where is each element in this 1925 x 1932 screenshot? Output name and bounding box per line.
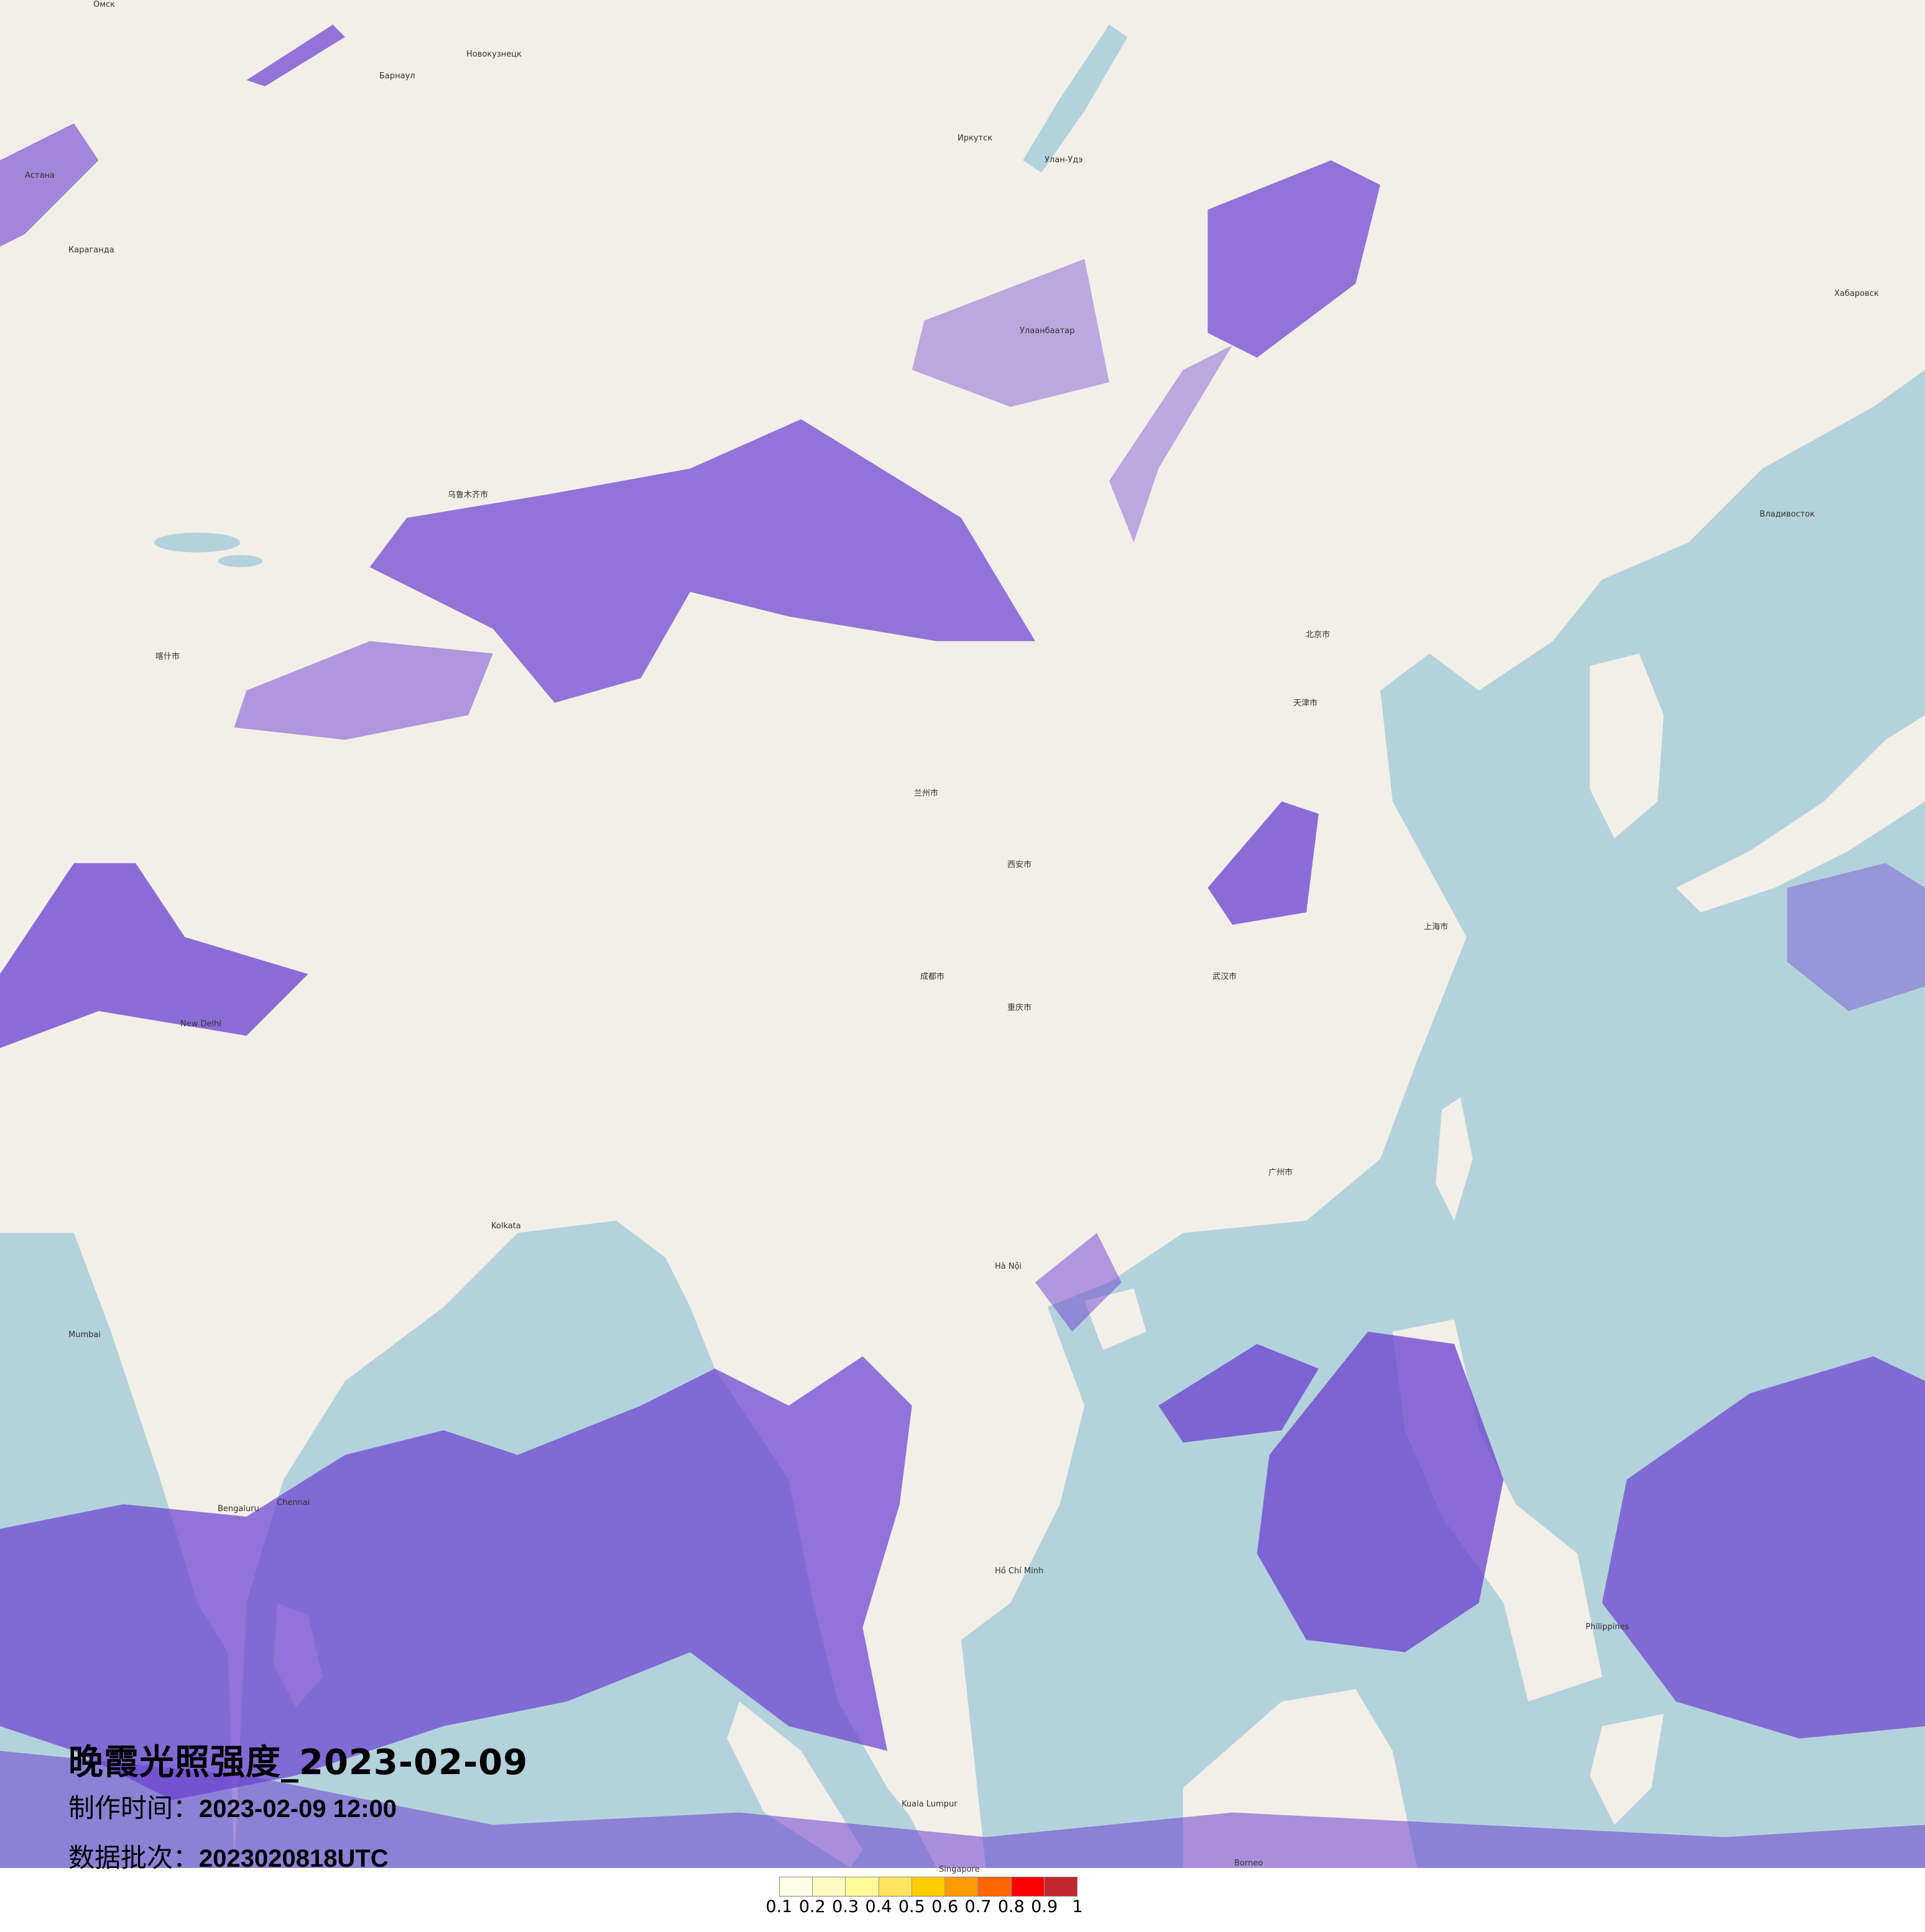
data-batch: 数据批次：2023020818UTC — [68, 1837, 389, 1875]
place-label: 天津市 — [1293, 699, 1318, 708]
overlay-patch — [1109, 345, 1233, 543]
legend-tick-label: 1 — [1072, 1897, 1083, 1916]
overlay-patch — [1158, 1344, 1319, 1443]
lake-balkhash — [154, 532, 241, 553]
lake-issyk-kul — [218, 554, 263, 568]
overlay-patch — [1207, 160, 1380, 358]
production-time-label: 制作时间： — [68, 1793, 200, 1823]
place-label: Hồ Chí Minh — [995, 1566, 1044, 1576]
place-label: New Delhi — [180, 1019, 221, 1029]
overlay-patch — [1207, 801, 1319, 925]
overlay-patch — [0, 1356, 912, 1800]
place-label: Mumbai — [68, 1330, 101, 1340]
place-label: 成都市 — [920, 972, 945, 982]
overlay-patch — [0, 1750, 1925, 1868]
place-label: 上海市 — [1424, 922, 1449, 932]
japan — [1676, 715, 1925, 913]
place-label: Улаанбаатар — [1020, 326, 1075, 336]
place-label: Singapore — [939, 1865, 980, 1874]
legend-swatch — [1011, 1877, 1045, 1896]
legend-tick-label: 0.1 — [765, 1897, 793, 1916]
place-label: 广州市 — [1268, 1168, 1293, 1177]
legend-swatch — [1044, 1877, 1077, 1896]
legend-swatch — [912, 1877, 946, 1896]
place-label: 武汉市 — [1212, 972, 1237, 982]
place-label: Новокузнецк — [466, 50, 522, 59]
data-batch-label: 数据批次： — [68, 1842, 200, 1873]
base-map[interactable] — [0, 0, 1925, 1868]
place-label: 乌鲁木齐市 — [448, 490, 489, 500]
place-label: Барнаул — [379, 71, 415, 81]
lake-baikal — [1023, 24, 1128, 173]
legend-swatch — [879, 1877, 912, 1896]
overlay-patch — [246, 24, 345, 86]
legend-ticks: 0.1 0.2 0.3 0.4 0.5 0.6 0.7 0.8 0.9 1 — [766, 1897, 1163, 1922]
legend-swatch — [813, 1877, 846, 1896]
place-label: Bengaluru — [218, 1504, 259, 1514]
legend-tick-label: 0.2 — [798, 1897, 826, 1916]
overlay-patch — [1035, 1233, 1122, 1332]
place-label: Омск — [93, 0, 116, 9]
overlay-patch — [1257, 1332, 1504, 1652]
place-label: Улан-Удэ — [1045, 155, 1083, 165]
color-legend — [779, 1877, 1078, 1897]
legend-tick-label: 0.3 — [832, 1897, 859, 1916]
legend-tick-label: 0.7 — [964, 1897, 992, 1916]
legend-tick-label: 0.5 — [898, 1897, 925, 1916]
place-label: 北京市 — [1306, 630, 1331, 640]
overlay-patch — [0, 863, 308, 1048]
sulawesi — [1589, 1714, 1664, 1825]
place-label: Владивосток — [1760, 510, 1815, 519]
legend-tick-label: 0.8 — [997, 1897, 1025, 1916]
place-label: Иркутск — [958, 134, 993, 143]
overlay-patch — [912, 259, 1109, 407]
place-label: Philippines — [1586, 1622, 1630, 1632]
production-time-value: 2023-02-09 12:00 — [199, 1795, 397, 1823]
place-label: Kolkata — [491, 1221, 521, 1231]
overlay-patch — [1787, 863, 1925, 1011]
place-label: 兰州市 — [914, 789, 939, 798]
place-label: Borneo — [1234, 1859, 1263, 1868]
place-label: Астана — [25, 171, 55, 180]
legend-swatch — [780, 1877, 813, 1896]
overlay-patch — [234, 641, 493, 740]
legend-tick-label: 0.9 — [1031, 1897, 1058, 1916]
overlay-patch — [0, 123, 99, 247]
production-time: 制作时间：2023-02-09 12:00 — [68, 1787, 397, 1825]
map-title: 晚霞光照强度_2023-02-09 — [68, 1742, 529, 1783]
legend-swatch — [945, 1877, 979, 1896]
overlay-patch — [369, 419, 1035, 703]
place-label: Hà Nội — [995, 1262, 1022, 1271]
place-label: Караганда — [68, 246, 114, 255]
legend-swatch — [978, 1877, 1012, 1896]
place-label: Chennai — [277, 1498, 310, 1507]
place-label: 西安市 — [1007, 860, 1032, 870]
legend-tick-label: 0.4 — [865, 1897, 892, 1916]
glow-overlay — [0, 24, 1925, 1868]
place-label: Хабаровск — [1834, 289, 1879, 298]
overlay-patch — [1602, 1356, 1925, 1739]
place-label: Kuala Lumpur — [902, 1800, 958, 1809]
data-batch-value: 2023020818UTC — [199, 1845, 389, 1872]
legend-swatch — [846, 1877, 879, 1896]
legend-tick-label: 0.6 — [931, 1897, 959, 1916]
korea — [1589, 653, 1664, 839]
place-label: 重庆市 — [1007, 1003, 1032, 1013]
place-label: 喀什市 — [155, 652, 180, 661]
